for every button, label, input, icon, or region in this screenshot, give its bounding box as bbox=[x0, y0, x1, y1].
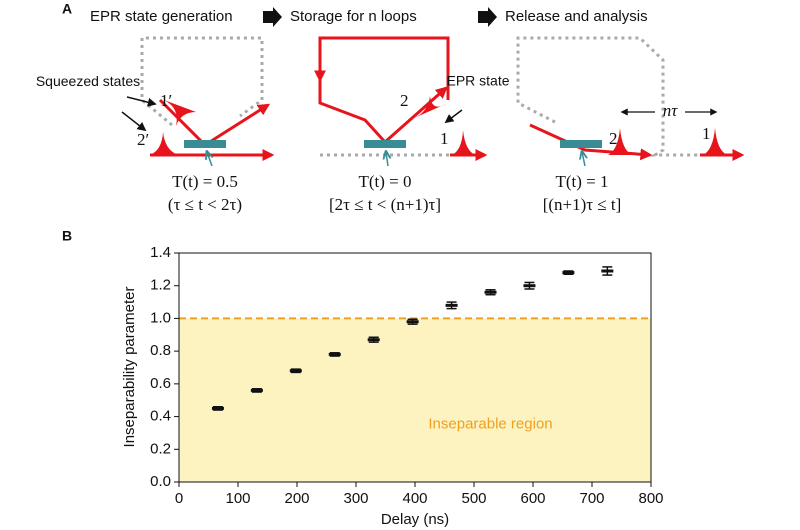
mode-label: 2′ bbox=[137, 130, 149, 149]
panel-label: B bbox=[62, 228, 72, 244]
mode-label: 2 bbox=[400, 91, 409, 110]
mode-label: 1′ bbox=[160, 91, 172, 110]
transmission: T(t) = 1 bbox=[555, 172, 608, 191]
mode-label: 1 bbox=[440, 129, 449, 148]
x-tick-label: 700 bbox=[579, 490, 604, 507]
pointer bbox=[121, 111, 147, 132]
transmission: T(t) = 0 bbox=[358, 172, 411, 191]
interval: (τ ≤ t < 2τ) bbox=[168, 195, 242, 214]
y-tick-label: 0.6 bbox=[150, 375, 171, 392]
y-tick-label: 1.0 bbox=[150, 309, 171, 326]
inseparable-region bbox=[179, 318, 651, 482]
y-tick-label: 0.2 bbox=[150, 440, 171, 457]
step-arrow bbox=[478, 7, 497, 27]
x-tick-label: 300 bbox=[343, 490, 368, 507]
pulse bbox=[150, 132, 178, 155]
loop bbox=[516, 36, 700, 157]
step-title: Storage for n loops bbox=[290, 8, 417, 25]
pointer bbox=[207, 152, 212, 167]
pulse bbox=[452, 130, 475, 155]
step-title: EPR state generation bbox=[90, 8, 233, 25]
panel-label: A bbox=[62, 1, 72, 17]
y-tick-label: 0.4 bbox=[150, 408, 171, 425]
interval: [(n+1)τ ≤ t] bbox=[543, 195, 622, 214]
x-axis-label: Delay (ns) bbox=[381, 511, 449, 528]
loop-delay: nτ bbox=[663, 101, 679, 120]
pulse bbox=[414, 96, 446, 118]
interval: [2τ ≤ t < (n+1)τ] bbox=[329, 195, 441, 214]
transmission: T(t) = 0.5 bbox=[172, 172, 238, 191]
mode-label: 1 bbox=[702, 124, 711, 143]
x-tick-label: 500 bbox=[461, 490, 486, 507]
panel-b: B Delay (ns) Inseparability parameter bbox=[62, 228, 449, 528]
beam-splitter bbox=[560, 140, 602, 148]
pointer bbox=[386, 152, 388, 167]
annotation: EPR state bbox=[446, 73, 509, 89]
pointer bbox=[582, 152, 585, 167]
loop bbox=[140, 36, 264, 127]
region-label: Inseparable region bbox=[428, 416, 552, 433]
x-tick-label: 400 bbox=[402, 490, 427, 507]
beam bbox=[318, 36, 450, 145]
y-tick-label: 0.8 bbox=[150, 342, 171, 359]
x-tick-label: 0 bbox=[175, 490, 183, 507]
step-arrow bbox=[263, 7, 282, 27]
mode-label: 2 bbox=[609, 129, 618, 148]
y-tick-label: 0.0 bbox=[150, 473, 171, 490]
x-tick-label: 200 bbox=[284, 490, 309, 507]
y-tick-label: 1.2 bbox=[150, 277, 171, 294]
beam-splitter bbox=[184, 140, 226, 148]
step-title: Release and analysis bbox=[505, 8, 648, 25]
pulse bbox=[164, 100, 196, 126]
y-tick-label: 1.4 bbox=[150, 244, 171, 261]
pointer bbox=[444, 109, 463, 124]
x-tick-label: 800 bbox=[638, 490, 663, 507]
pulse bbox=[703, 128, 727, 155]
x-tick-label: 600 bbox=[520, 490, 545, 507]
pointer bbox=[126, 96, 157, 107]
beam-splitter bbox=[364, 140, 406, 148]
y-axis-label: Inseparability parameter bbox=[121, 287, 138, 448]
pulse bbox=[608, 128, 632, 155]
panel-a: A EPR state generation Storage for n loo… bbox=[36, 1, 745, 214]
x-tick-label: 100 bbox=[225, 490, 250, 507]
annotation: Squeezed states bbox=[36, 73, 140, 89]
